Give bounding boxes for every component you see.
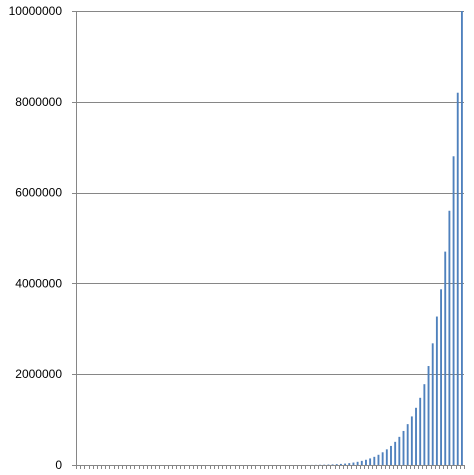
bar — [440, 289, 442, 465]
bar — [448, 210, 451, 465]
bar — [456, 92, 459, 465]
bar — [398, 436, 401, 465]
bar — [335, 464, 338, 465]
y-tick-label: 4000000 — [15, 276, 62, 290]
bar — [344, 463, 347, 465]
bar — [365, 459, 367, 465]
gridlines — [76, 11, 464, 375]
bars — [306, 11, 463, 465]
bar — [352, 462, 355, 465]
bar — [460, 11, 463, 465]
bar — [356, 461, 359, 465]
bar — [406, 424, 409, 465]
bar — [339, 463, 342, 465]
bar — [435, 316, 438, 465]
bar — [402, 430, 405, 465]
bar — [431, 343, 434, 465]
y-tick-labels: 0 2000000 4000000 6000000 8000000 10000000 — [9, 4, 63, 472]
bar — [385, 449, 388, 465]
axes — [72, 11, 465, 469]
bar — [444, 251, 447, 465]
y-tick-label: 2000000 — [15, 367, 62, 381]
bar — [427, 366, 430, 465]
bar — [377, 454, 380, 465]
bar — [360, 460, 363, 465]
y-tick-label: 10000000 — [9, 4, 63, 18]
y-tick-label: 0 — [55, 458, 62, 472]
bar — [452, 156, 455, 465]
bar — [415, 407, 417, 465]
bar — [369, 458, 372, 465]
bar — [419, 397, 422, 465]
bar — [331, 464, 334, 465]
bar — [394, 441, 397, 465]
bar — [381, 452, 384, 465]
bar — [423, 384, 426, 465]
bar — [410, 416, 413, 465]
bar — [373, 456, 376, 465]
bar — [390, 445, 392, 465]
y-tick-label: 8000000 — [15, 95, 62, 109]
y-tick-label: 6000000 — [15, 186, 62, 200]
bar — [348, 463, 351, 465]
